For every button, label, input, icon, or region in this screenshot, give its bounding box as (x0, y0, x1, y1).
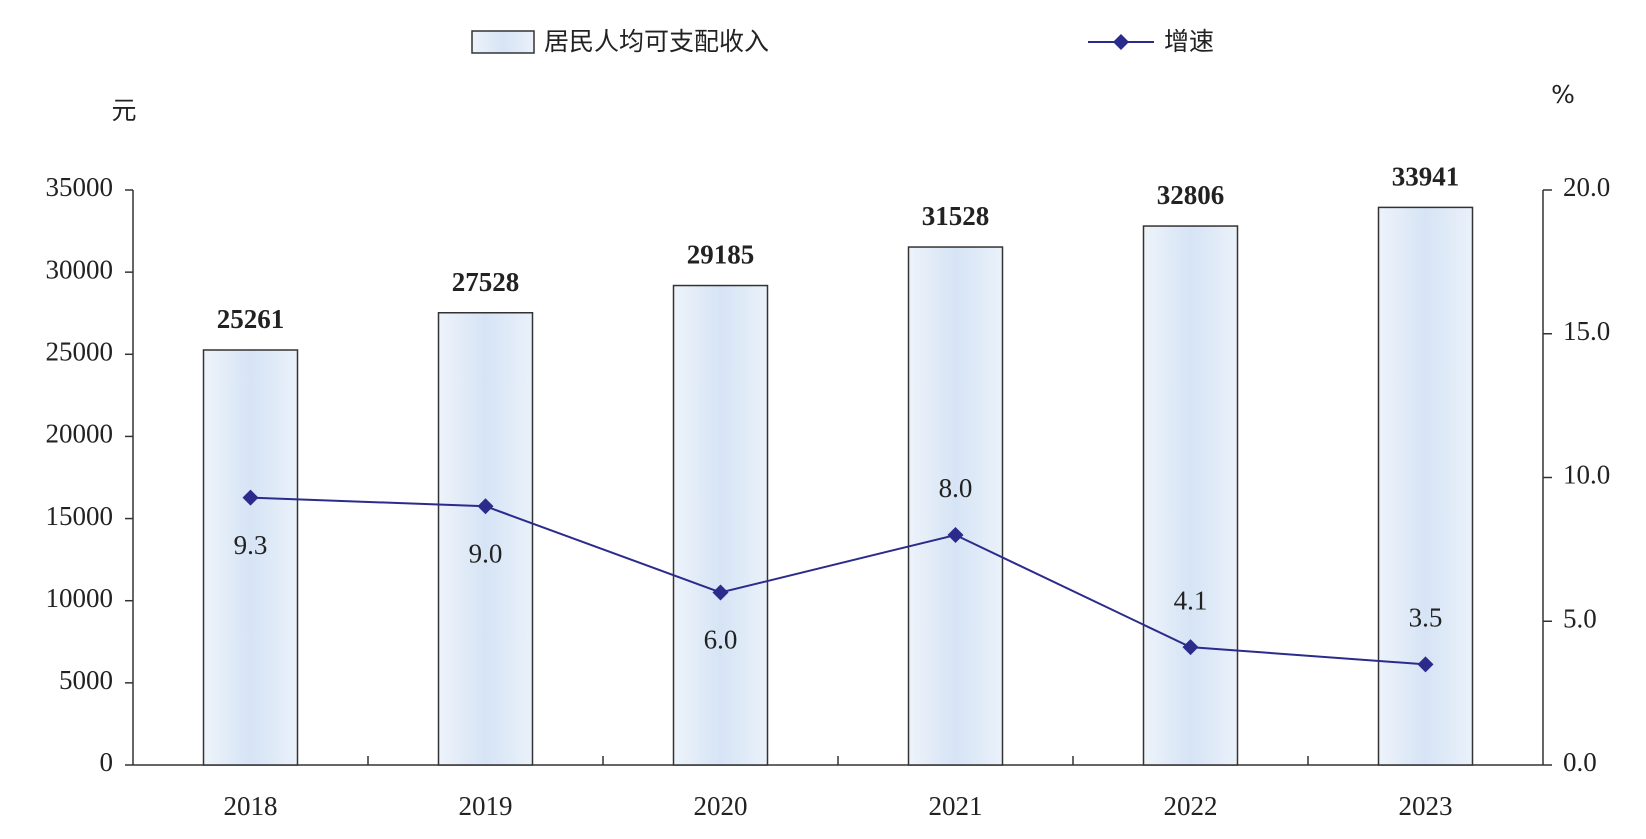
bar-value-label: 32806 (1157, 180, 1225, 210)
x-tick-label: 2023 (1399, 791, 1453, 821)
line-marker (242, 489, 259, 506)
y-tick-label: 15000 (46, 501, 114, 531)
line-value-label: 9.0 (469, 538, 503, 568)
y-tick-label: 10000 (46, 583, 114, 613)
legend-label: 居民人均可支配收入 (544, 27, 769, 56)
bar-value-label: 29185 (687, 240, 755, 270)
line-marker (1182, 639, 1199, 656)
y-tick-label: 5000 (59, 665, 113, 695)
bar (202, 349, 299, 766)
y-tick-label: 20000 (46, 419, 114, 449)
line-value-label: 8.0 (939, 473, 973, 503)
bar (1377, 206, 1474, 766)
y-tick-label: 35000 (46, 172, 114, 202)
x-tick-label: 2022 (1164, 791, 1218, 821)
y2-tick-label: 15.0 (1563, 316, 1610, 346)
bar-value-label: 25261 (217, 304, 285, 334)
line-value-label: 9.3 (234, 530, 268, 560)
y-tick-label: 25000 (46, 336, 114, 366)
y-tick-label: 30000 (46, 254, 114, 284)
x-tick-label: 2021 (929, 791, 983, 821)
line-marker (1417, 656, 1434, 673)
x-tick-label: 2020 (694, 791, 748, 821)
line-value-label: 6.0 (704, 625, 738, 655)
y-tick-label: 0 (100, 747, 114, 777)
line-marker (947, 527, 964, 543)
bar (1142, 225, 1239, 766)
bar-value-label: 27528 (452, 267, 520, 297)
y2-axis-label: % (1551, 80, 1575, 109)
bar (907, 246, 1004, 766)
y-axis-label: 元 (111, 96, 136, 125)
legend-swatch (471, 30, 535, 54)
bar-value-label: 31528 (922, 201, 990, 231)
line-value-label: 4.1 (1174, 585, 1208, 615)
y2-tick-label: 10.0 (1563, 460, 1610, 490)
y2-tick-label: 0.0 (1563, 747, 1597, 777)
bar (437, 312, 534, 766)
legend-marker (1113, 34, 1129, 50)
line-marker (712, 584, 729, 601)
legend-label: 增速 (1164, 27, 1214, 56)
line-value-label: 3.5 (1409, 603, 1443, 633)
x-tick-label: 2019 (459, 791, 513, 821)
y2-tick-label: 5.0 (1563, 603, 1597, 633)
line (250, 496, 1426, 666)
bar (672, 284, 769, 766)
bar-value-label: 33941 (1392, 162, 1460, 192)
x-tick-label: 2018 (224, 791, 278, 821)
line-marker (477, 498, 494, 515)
y2-tick-label: 20.0 (1563, 172, 1610, 202)
